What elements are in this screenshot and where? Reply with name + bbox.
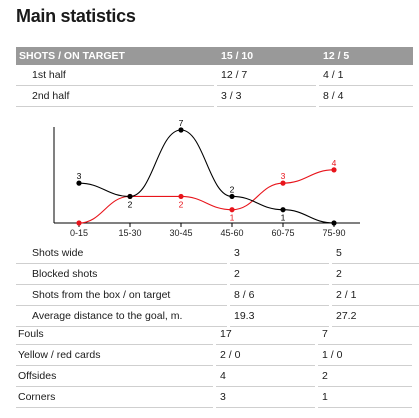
row-home-value: 2 / 0 xyxy=(216,344,315,366)
shots-by-period-chart: 0-15 15-30 30-45 45-60 60-75 75-90 2 1 3 4 3 2 7 2 1 xyxy=(53,118,360,238)
shots-header-away: 12 / 5 xyxy=(319,47,413,65)
home-series-line xyxy=(78,129,335,224)
home-data-label: 1 xyxy=(281,213,286,223)
page-title: Main statistics xyxy=(16,6,136,26)
row-away-value: 2 xyxy=(332,263,419,285)
row-home-value: 17 xyxy=(216,324,315,345)
home-data-point xyxy=(178,127,184,133)
row-away-value: 2 xyxy=(318,365,412,387)
away-data-point xyxy=(178,193,184,200)
row-home-value: 2 xyxy=(230,263,329,285)
row-home-value: 8 / 6 xyxy=(230,284,329,306)
table-row: Offsides 4 2 xyxy=(16,365,412,387)
row-away-value: 8 / 4 xyxy=(319,85,413,107)
row-label: Fouls xyxy=(16,324,213,345)
x-axis-tick-label: 30-45 xyxy=(169,228,192,238)
x-axis-tick-label: 60-75 xyxy=(271,228,294,238)
away-data-point xyxy=(229,207,235,213)
home-data-label: 2 xyxy=(230,184,235,194)
table-row: Shots from the box / on target 8 / 6 2 /… xyxy=(16,284,419,306)
row-label: Shots from the box / on target xyxy=(16,284,227,306)
table-row: Average distance to the goal, m. 19.3 27… xyxy=(16,305,419,327)
away-data-label: 2 xyxy=(179,199,184,209)
away-series-line xyxy=(78,169,335,224)
home-data-point xyxy=(229,193,235,200)
row-label: Shots wide xyxy=(16,243,227,264)
x-axis-tick-label: 45-60 xyxy=(220,228,243,238)
shots-summary-table: SHOTS / ON TARGET 15 / 10 12 / 5 1st hal… xyxy=(16,47,413,107)
away-data-point xyxy=(76,220,82,226)
row-away-value: 1 / 0 xyxy=(318,344,412,366)
away-data-label: 3 xyxy=(281,171,286,181)
table-row: Blocked shots 2 2 xyxy=(16,263,419,285)
x-axis-tick-label: 75-90 xyxy=(322,228,345,238)
row-label: Yellow / red cards xyxy=(16,344,213,366)
table-row: 1st half 12 / 7 4 / 1 xyxy=(16,65,413,86)
away-data-point xyxy=(280,180,286,186)
row-home-value: 12 / 7 xyxy=(217,65,316,86)
row-away-value: 7 xyxy=(318,324,412,345)
home-data-point xyxy=(331,220,337,226)
table-row: 2nd half 3 / 3 8 / 4 xyxy=(16,85,413,107)
row-home-value: 3 / 3 xyxy=(217,85,316,107)
row-away-value: 5 xyxy=(332,243,419,264)
home-data-point xyxy=(280,207,286,213)
table-row: Yellow / red cards 2 / 0 1 / 0 xyxy=(16,344,412,366)
row-away-value: 2 / 1 xyxy=(332,284,419,306)
row-label: 2nd half xyxy=(16,85,214,107)
x-axis-tick-label: 15-30 xyxy=(118,228,141,238)
table-row: Corners 3 1 xyxy=(16,386,412,408)
row-away-value: 1 xyxy=(318,386,412,408)
row-label: Offsides xyxy=(16,365,213,387)
row-home-value: 3 xyxy=(230,243,329,264)
discipline-table: Fouls 17 7 Yellow / red cards 2 / 0 1 / … xyxy=(16,324,412,408)
home-data-point xyxy=(76,180,82,186)
shots-header-row: SHOTS / ON TARGET 15 / 10 12 / 5 xyxy=(16,47,413,65)
row-label: 1st half xyxy=(16,65,214,86)
table-row: Fouls 17 7 xyxy=(16,324,412,345)
shots-detail-table: Shots wide 3 5 Blocked shots 2 2 Shots f… xyxy=(16,243,419,327)
row-label: Blocked shots xyxy=(16,263,227,285)
home-data-point xyxy=(127,193,133,200)
row-home-value: 3 xyxy=(216,386,315,408)
table-row: Shots wide 3 5 xyxy=(16,243,419,264)
shots-header-home: 15 / 10 xyxy=(217,47,316,65)
away-data-label: 4 xyxy=(332,158,337,168)
home-data-label: 3 xyxy=(77,171,82,181)
shots-header-label: SHOTS / ON TARGET xyxy=(16,47,214,65)
x-axis-tick-label: 0-15 xyxy=(70,228,88,238)
row-label: Average distance to the goal, m. xyxy=(16,305,227,327)
row-label: Corners xyxy=(16,386,213,408)
away-data-label: 1 xyxy=(230,213,235,223)
row-away-value: 4 / 1 xyxy=(319,65,413,86)
away-data-point xyxy=(331,167,337,173)
home-data-label: 2 xyxy=(128,199,133,209)
home-data-label: 7 xyxy=(179,118,184,128)
row-home-value: 4 xyxy=(216,365,315,387)
